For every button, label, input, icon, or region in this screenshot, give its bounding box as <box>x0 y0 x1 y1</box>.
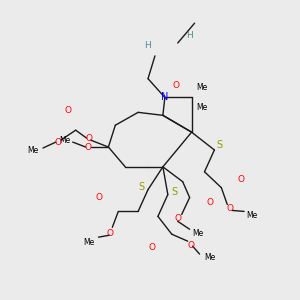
Text: Me: Me <box>204 254 215 262</box>
Text: S: S <box>138 182 144 192</box>
Text: O: O <box>85 134 92 142</box>
Text: O: O <box>107 229 114 238</box>
Text: O: O <box>54 138 61 147</box>
Text: S: S <box>172 187 178 196</box>
Text: O: O <box>207 198 214 207</box>
Text: Me: Me <box>59 136 70 145</box>
Text: O: O <box>96 193 103 202</box>
Text: Me: Me <box>192 229 203 238</box>
Text: O: O <box>187 241 194 250</box>
Text: O: O <box>174 214 181 223</box>
Text: O: O <box>172 81 179 90</box>
Text: H: H <box>144 41 150 50</box>
Text: O: O <box>238 175 244 184</box>
Text: H: H <box>186 31 193 40</box>
Text: S: S <box>216 140 222 150</box>
Text: N: N <box>161 92 169 103</box>
Text: O: O <box>148 243 155 252</box>
Text: O: O <box>64 106 71 115</box>
Text: Me: Me <box>196 103 207 112</box>
Text: O: O <box>227 204 234 213</box>
Text: Me: Me <box>246 211 258 220</box>
Text: Me: Me <box>83 238 94 247</box>
Text: Me: Me <box>196 83 207 92</box>
Text: Me: Me <box>28 146 39 154</box>
Text: O: O <box>84 142 91 152</box>
